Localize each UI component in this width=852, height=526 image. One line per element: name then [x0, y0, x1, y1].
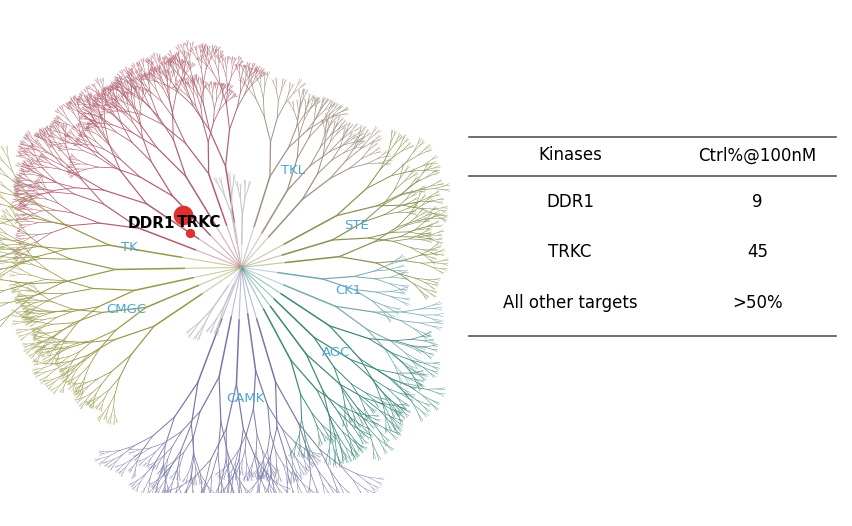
Text: Ctrl%@100nM: Ctrl%@100nM	[698, 146, 816, 164]
Text: TRKC: TRKC	[177, 215, 222, 230]
Text: DDR1: DDR1	[545, 193, 593, 210]
Point	[176, 210, 189, 219]
Text: >50%: >50%	[732, 295, 782, 312]
Text: STE: STE	[344, 219, 369, 232]
Text: CMGC: CMGC	[106, 303, 146, 316]
Text: TRKC: TRKC	[548, 244, 591, 261]
Text: Kinases: Kinases	[538, 146, 602, 164]
Text: TK: TK	[120, 241, 137, 254]
Text: AGC: AGC	[321, 346, 349, 359]
Text: All other targets: All other targets	[502, 295, 636, 312]
Point	[183, 229, 197, 237]
Text: DDR1: DDR1	[127, 216, 175, 231]
Text: 45: 45	[746, 244, 768, 261]
Text: TKL: TKL	[280, 164, 304, 177]
Text: CK1: CK1	[335, 284, 361, 297]
Text: CAMK: CAMK	[227, 392, 265, 406]
Text: 9: 9	[751, 193, 762, 210]
